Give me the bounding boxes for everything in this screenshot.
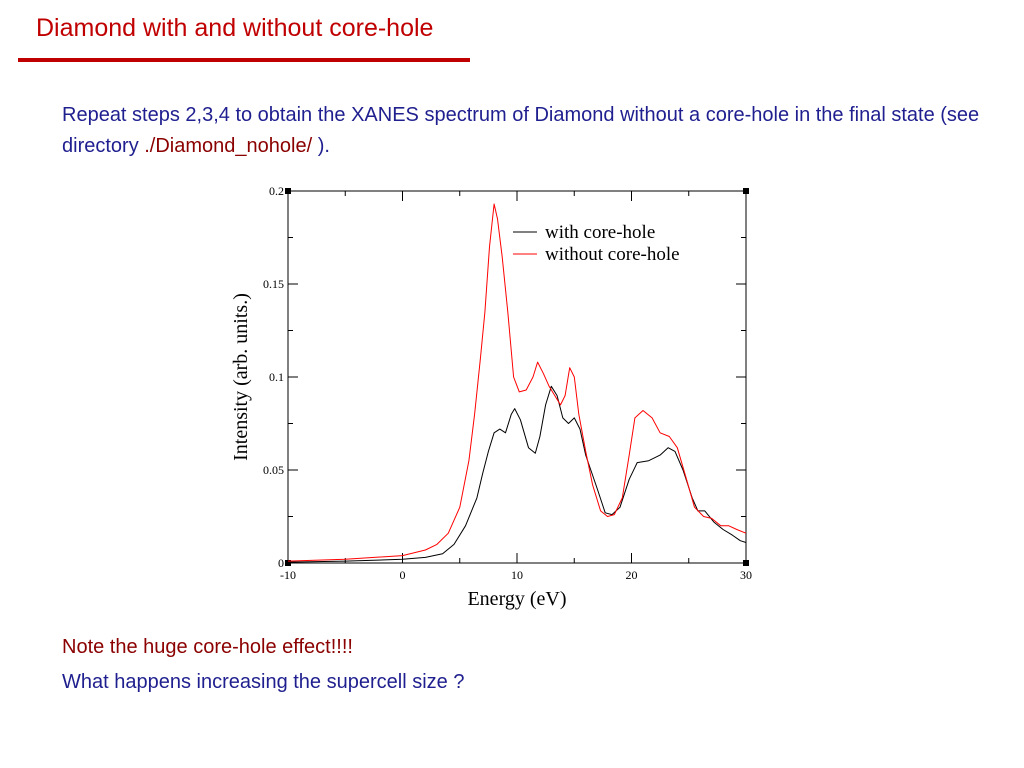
slide-title: Diamond with and without core-hole bbox=[36, 14, 434, 42]
x-axis-label: Energy (eV) bbox=[467, 588, 566, 610]
instruction-text-start: Repeat steps 2,3,4 to obtain the XANES s… bbox=[62, 104, 980, 157]
y-tick-label: 0.05 bbox=[263, 463, 284, 477]
y-tick-label: 0.1 bbox=[269, 370, 284, 384]
directory-name: ./Diamond_nohole/ bbox=[144, 135, 313, 157]
x-tick-label: 30 bbox=[740, 568, 752, 582]
supercell-question: What happens increasing the supercell si… bbox=[62, 671, 465, 693]
instruction-text-end: ). bbox=[312, 135, 330, 157]
instruction-paragraph: Repeat steps 2,3,4 to obtain the XANES s… bbox=[62, 100, 1024, 162]
legend-entry: with core-hole bbox=[545, 222, 655, 243]
y-tick-label: 0.15 bbox=[263, 277, 284, 291]
y-tick-label: 0 bbox=[278, 556, 284, 570]
series-line-with-core-hole bbox=[287, 385, 747, 563]
legend-entry: without core-hole bbox=[545, 244, 680, 265]
core-hole-note: Note the huge core-hole effect!!!! bbox=[62, 636, 353, 658]
y-axis-label: Intensity (arb. units.) bbox=[230, 293, 252, 461]
x-tick-label: 10 bbox=[511, 568, 523, 582]
x-tick-label: 20 bbox=[626, 568, 638, 582]
title-underline bbox=[18, 58, 470, 62]
series-line-without-core-hole bbox=[287, 203, 747, 562]
y-tick-label: 0.2 bbox=[269, 184, 284, 198]
x-tick-label: -10 bbox=[280, 568, 296, 582]
x-tick-label: 0 bbox=[400, 568, 406, 582]
